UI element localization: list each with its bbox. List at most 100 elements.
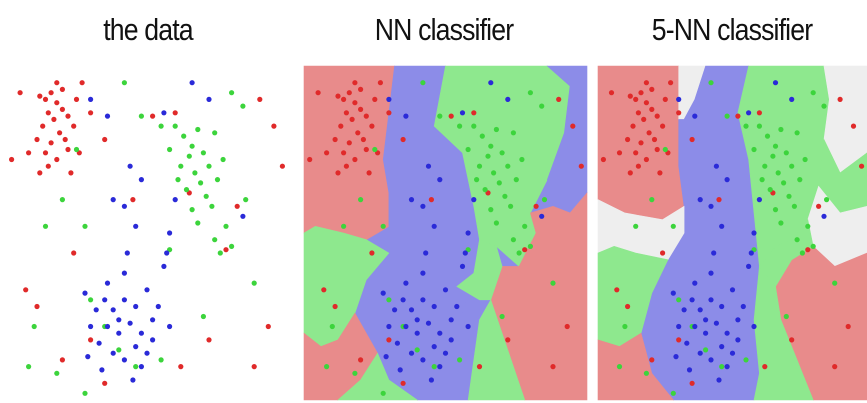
data-point-green bbox=[82, 390, 88, 396]
data-point-blue bbox=[380, 290, 386, 296]
data-point-blue bbox=[437, 330, 443, 336]
data-point-green bbox=[488, 207, 494, 213]
data-point-red bbox=[363, 146, 369, 153]
data-point-red bbox=[649, 86, 655, 92]
data-point-green bbox=[209, 203, 215, 209]
data-point-blue bbox=[138, 364, 144, 370]
data-point-blue bbox=[437, 177, 443, 183]
data-point-green bbox=[200, 150, 206, 156]
data-point-red bbox=[850, 123, 857, 129]
data-point-red bbox=[400, 380, 406, 386]
data-point-blue bbox=[465, 323, 471, 330]
data-point-blue bbox=[155, 303, 161, 310]
data-point-blue bbox=[121, 297, 127, 303]
data-point-green bbox=[133, 364, 139, 370]
data-point-blue bbox=[164, 250, 170, 256]
data-point-red bbox=[689, 380, 695, 386]
data-point-red bbox=[654, 113, 660, 119]
data-point-blue bbox=[735, 337, 741, 343]
data-point-green bbox=[499, 313, 505, 320]
data-point-blue bbox=[751, 230, 757, 236]
data-point-green bbox=[493, 126, 499, 133]
data-point-blue bbox=[692, 113, 698, 119]
data-point-green bbox=[759, 177, 765, 183]
data-point-green bbox=[420, 80, 426, 86]
data-point-red bbox=[660, 123, 666, 129]
data-point-blue bbox=[88, 323, 94, 330]
data-point-red bbox=[37, 170, 43, 176]
data-point-blue bbox=[692, 280, 698, 286]
data-point-red bbox=[346, 90, 352, 96]
data-point-blue bbox=[425, 320, 432, 326]
data-point-blue bbox=[104, 323, 111, 330]
data-point-red bbox=[600, 156, 607, 163]
data-point-blue bbox=[425, 163, 432, 169]
data-point-green bbox=[770, 153, 776, 159]
data-point-red bbox=[789, 337, 795, 343]
data-point-green bbox=[431, 364, 437, 370]
data-point-green bbox=[783, 150, 789, 156]
data-point-green bbox=[802, 156, 808, 163]
data-point-red bbox=[625, 303, 631, 310]
data-point-green bbox=[200, 313, 206, 320]
data-point-green bbox=[203, 193, 209, 199]
data-point-red bbox=[643, 100, 650, 106]
data-point-red bbox=[68, 170, 74, 176]
data-point-red bbox=[130, 197, 136, 203]
data-point-blue bbox=[821, 213, 827, 219]
data-point-blue bbox=[124, 250, 130, 256]
data-point-green bbox=[372, 146, 378, 153]
data-point-green bbox=[772, 143, 779, 149]
data-point-green bbox=[797, 177, 803, 183]
data-point-red bbox=[638, 90, 644, 96]
data-point-red bbox=[335, 170, 341, 176]
data-point-blue bbox=[708, 297, 714, 303]
data-point-green bbox=[764, 133, 771, 139]
data-point-blue bbox=[735, 317, 741, 323]
data-point-red bbox=[73, 96, 80, 102]
data-point-green bbox=[510, 130, 516, 136]
data-point-blue bbox=[82, 290, 88, 296]
data-point-red bbox=[608, 90, 615, 96]
data-point-red bbox=[265, 323, 271, 330]
data-point-red bbox=[762, 364, 768, 370]
data-point-red bbox=[57, 130, 63, 136]
data-point-red bbox=[349, 116, 355, 122]
data-point-red bbox=[102, 380, 108, 386]
data-point-red bbox=[62, 136, 68, 143]
data-point-blue bbox=[104, 280, 111, 286]
data-point-green bbox=[206, 163, 212, 169]
decision-region-green bbox=[456, 239, 503, 301]
data-point-red bbox=[369, 123, 375, 129]
data-point-blue bbox=[240, 213, 246, 219]
data-point-green bbox=[633, 223, 639, 229]
data-point-blue bbox=[708, 357, 714, 363]
data-point-red bbox=[716, 197, 722, 203]
data-point-green bbox=[527, 243, 534, 249]
data-point-red bbox=[372, 96, 378, 102]
data-point-red bbox=[343, 163, 349, 169]
data-point-blue bbox=[96, 340, 102, 346]
data-point-green bbox=[479, 133, 485, 139]
data-point-green bbox=[762, 163, 768, 169]
data-point-blue bbox=[448, 337, 454, 343]
data-point-red bbox=[332, 303, 338, 310]
data-point-red bbox=[26, 150, 32, 156]
data-point-red bbox=[88, 110, 94, 116]
data-point-red bbox=[630, 123, 636, 129]
data-point-red bbox=[54, 100, 60, 106]
data-point-green bbox=[82, 223, 88, 229]
data-point-green bbox=[158, 123, 164, 129]
panel-title-nn: NN classifier bbox=[374, 12, 514, 47]
data-point-red bbox=[369, 250, 375, 256]
data-point-green bbox=[516, 250, 522, 256]
data-point-red bbox=[178, 364, 184, 370]
data-point-blue bbox=[703, 330, 709, 336]
data-point-blue bbox=[397, 367, 403, 373]
data-point-blue bbox=[465, 230, 471, 236]
data-point-green bbox=[457, 123, 463, 129]
data-point-red bbox=[386, 337, 392, 343]
data-point-green bbox=[519, 156, 525, 163]
data-point-blue bbox=[423, 250, 429, 256]
